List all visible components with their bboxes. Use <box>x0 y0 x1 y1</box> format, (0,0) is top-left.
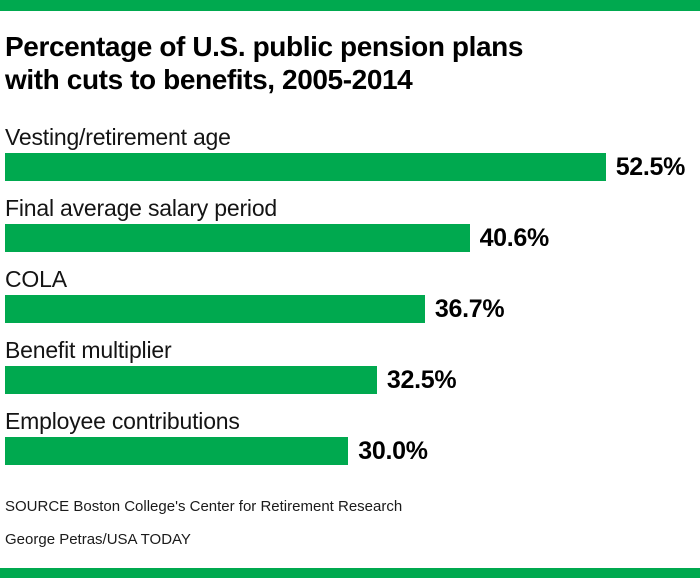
bar-track: 36.7% <box>5 295 695 323</box>
bar-row: Benefit multiplier 32.5% <box>5 335 695 394</box>
bar <box>5 295 425 323</box>
top-accent-bar <box>0 0 700 11</box>
bar-row: Employee contributions 30.0% <box>5 406 695 465</box>
bar-label: Final average salary period <box>5 195 278 221</box>
bar-row: Final average salary period 40.6% <box>5 193 695 252</box>
bar-label: Benefit multiplier <box>5 337 172 363</box>
bar-label: COLA <box>5 266 67 292</box>
bar-value: 32.5% <box>386 365 457 394</box>
bar-value: 52.5% <box>615 152 686 181</box>
bar-row: COLA 36.7% <box>5 264 695 323</box>
bar-label: Employee contributions <box>5 408 240 434</box>
bar-value: 40.6% <box>479 223 550 252</box>
bar-value: 36.7% <box>434 294 505 323</box>
bottom-accent-bar <box>0 568 700 578</box>
bar-value: 30.0% <box>358 436 428 465</box>
bar-track: 52.5% <box>5 153 695 181</box>
bar-row: Vesting/retirement age 52.5% <box>5 122 695 181</box>
bar-chart: Vesting/retirement age 52.5% Final avera… <box>5 122 695 477</box>
bar-label: Vesting/retirement age <box>5 124 231 150</box>
source-line: SOURCE Boston College's Center for Retir… <box>5 498 403 515</box>
footer: SOURCE Boston College's Center for Retir… <box>5 498 695 549</box>
bar <box>5 366 377 394</box>
chart-title-line1: Percentage of U.S. public pension plans <box>5 31 524 62</box>
bar-track: 40.6% <box>5 224 695 252</box>
chart-title-line2: with cuts to benefits, 2005-2014 <box>5 64 413 95</box>
bar <box>5 153 606 181</box>
bar <box>5 437 349 465</box>
bar-track: 30.0% <box>5 437 695 465</box>
chart-title: Percentage of U.S. public pension plans … <box>5 30 665 96</box>
bar-track: 32.5% <box>5 366 695 394</box>
credit-line: George Petras/USA TODAY <box>5 531 191 548</box>
bar <box>5 224 470 252</box>
